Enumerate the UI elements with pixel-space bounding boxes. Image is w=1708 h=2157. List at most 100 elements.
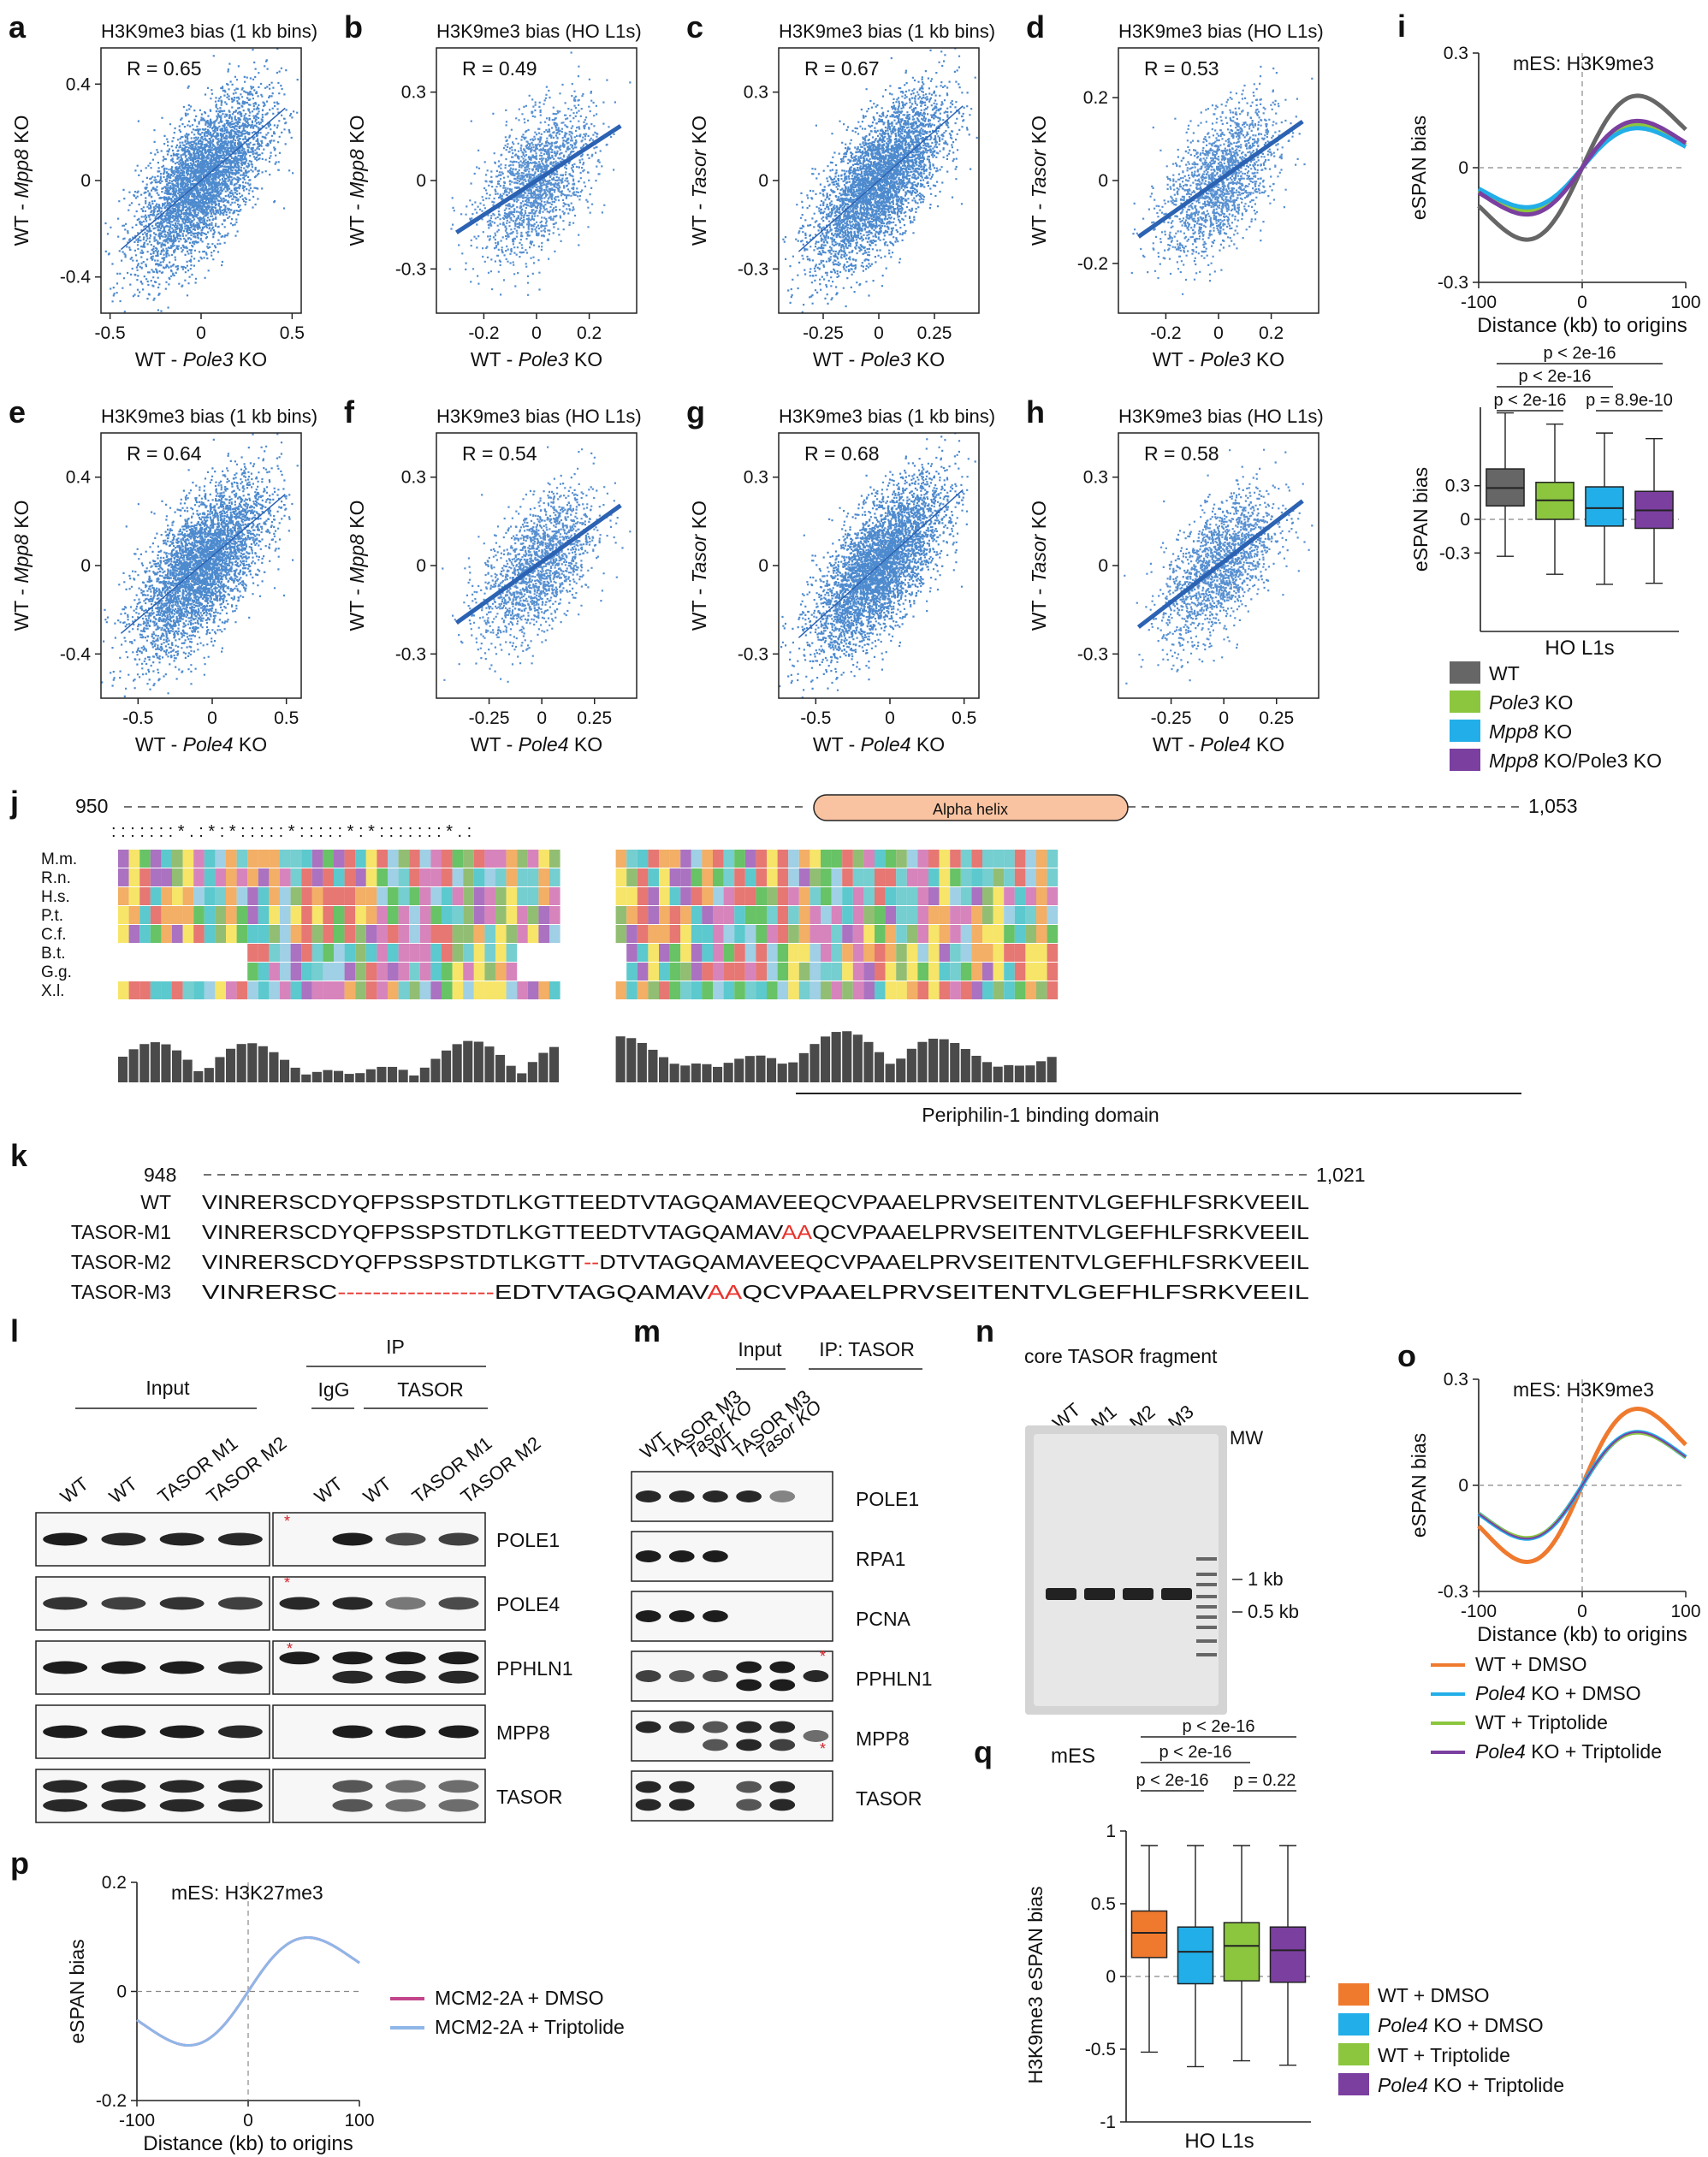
residue-cell xyxy=(767,887,778,905)
legend-label: WT + Triptolide xyxy=(1378,2044,1510,2066)
residue-cell xyxy=(971,887,982,905)
y-tick-label: -0.3 xyxy=(1438,273,1468,293)
residue-cell xyxy=(788,868,799,886)
residue-cell xyxy=(150,887,162,905)
residue-cell xyxy=(702,963,713,981)
residue-cell xyxy=(896,944,907,962)
residue-cell xyxy=(863,868,875,886)
conservation-bar xyxy=(863,1041,874,1082)
blot-label: POLE1 xyxy=(856,1488,919,1510)
residue-cell xyxy=(463,963,474,981)
regression-line xyxy=(455,124,622,234)
residue-cell xyxy=(484,906,495,924)
residue-cell xyxy=(626,906,638,924)
residue-cell xyxy=(182,887,194,905)
legend-label: WT + Triptolide xyxy=(1475,1711,1608,1733)
residue-cell xyxy=(777,906,789,924)
conservation-bar xyxy=(161,1044,171,1082)
residue-cell xyxy=(139,925,151,943)
conservation-bar xyxy=(982,1062,993,1082)
residue-cell xyxy=(810,981,821,999)
residue-cell xyxy=(875,887,886,905)
residue-cell xyxy=(1004,963,1015,981)
blot-band xyxy=(736,1721,762,1733)
residue-cell xyxy=(626,981,638,999)
blot-band xyxy=(668,1610,695,1622)
blot-band xyxy=(43,1661,88,1674)
residue-cell xyxy=(430,906,442,924)
x-tick-label: -0.25 xyxy=(469,708,510,728)
residue-cell xyxy=(463,850,474,868)
residue-cell xyxy=(355,850,366,868)
y-axis-label: eSPAN bias xyxy=(1409,467,1432,572)
residue-cell xyxy=(280,981,291,999)
residue-cell xyxy=(495,906,507,924)
x-tick-label: 0 xyxy=(196,323,206,343)
conservation-bar xyxy=(928,1038,939,1082)
residue-cell xyxy=(269,868,280,886)
residue-cell xyxy=(982,887,993,905)
blot-band xyxy=(43,1798,88,1812)
residue-cell xyxy=(517,981,528,999)
conservation-bar xyxy=(398,1070,408,1082)
blot-frame xyxy=(631,1770,833,1822)
residue-cell xyxy=(344,868,356,886)
residue-cell xyxy=(906,868,918,886)
ladder-band xyxy=(1196,1595,1217,1598)
residue-cell xyxy=(430,981,442,999)
residue-cell xyxy=(659,850,670,868)
residue-cell xyxy=(527,925,539,943)
residue-cell xyxy=(939,868,951,886)
scatter-points xyxy=(1124,448,1314,684)
residue-cell xyxy=(971,906,982,924)
blot-band xyxy=(332,1597,373,1610)
residue-cell xyxy=(723,925,735,943)
gel-band xyxy=(1123,1588,1153,1600)
panel-letter: b xyxy=(344,9,363,44)
box xyxy=(1269,1926,1307,1983)
y-tick-label: -1 xyxy=(1100,2113,1116,2132)
residue-cell xyxy=(452,944,464,962)
conservation-bar xyxy=(971,1055,982,1082)
conservation-bar xyxy=(1004,1064,1014,1082)
legend-label: Pole4 KO + Triptolide xyxy=(1378,2074,1564,2096)
residue-cell xyxy=(734,944,745,962)
p-value: p < 2e-16 xyxy=(1543,344,1616,363)
blot-strip xyxy=(35,1512,270,1567)
x-tick-label: 0.25 xyxy=(1259,708,1294,728)
panel-letter: j xyxy=(9,785,19,820)
blot-frame xyxy=(272,1640,486,1695)
blot-band xyxy=(159,1661,205,1674)
residue-cell xyxy=(193,906,205,924)
panel-letter: d xyxy=(1026,9,1045,44)
residue-cell xyxy=(549,850,560,868)
residue-cell xyxy=(118,906,129,924)
residue-cell xyxy=(549,906,560,924)
conservation-bar xyxy=(128,1049,139,1082)
residue-cell xyxy=(821,906,832,924)
x-tick-label: 0.5 xyxy=(952,708,976,728)
residue-cell xyxy=(463,868,474,886)
residue-cell xyxy=(215,981,226,999)
residue-cell xyxy=(419,906,431,924)
residue-cell xyxy=(452,906,464,924)
residue-cell xyxy=(798,944,810,962)
panel-title: H3K9me3 bias (HO L1s) xyxy=(436,21,642,42)
scatter-panel-b: b H3K9me3 bias (HO L1s) -0.2 0 0.2 0.3 0 -0.3 R … xyxy=(344,9,642,370)
residue-cell xyxy=(960,887,972,905)
data-points xyxy=(1130,65,1314,295)
residue-cell xyxy=(1014,925,1026,943)
residue-cell xyxy=(409,868,420,886)
residue-cell xyxy=(950,906,961,924)
residue-cell xyxy=(713,850,724,868)
residue-cell xyxy=(928,944,940,962)
blot-frame xyxy=(631,1710,833,1762)
residue-cell xyxy=(280,963,291,981)
residue-cell xyxy=(193,850,205,868)
conservation-bar xyxy=(821,1036,831,1082)
box xyxy=(1177,1926,1214,1985)
blot-band xyxy=(385,1597,426,1610)
residue-cell xyxy=(334,868,345,886)
residue-cell xyxy=(637,944,649,962)
y-tick-label: 0.3 xyxy=(744,83,768,103)
